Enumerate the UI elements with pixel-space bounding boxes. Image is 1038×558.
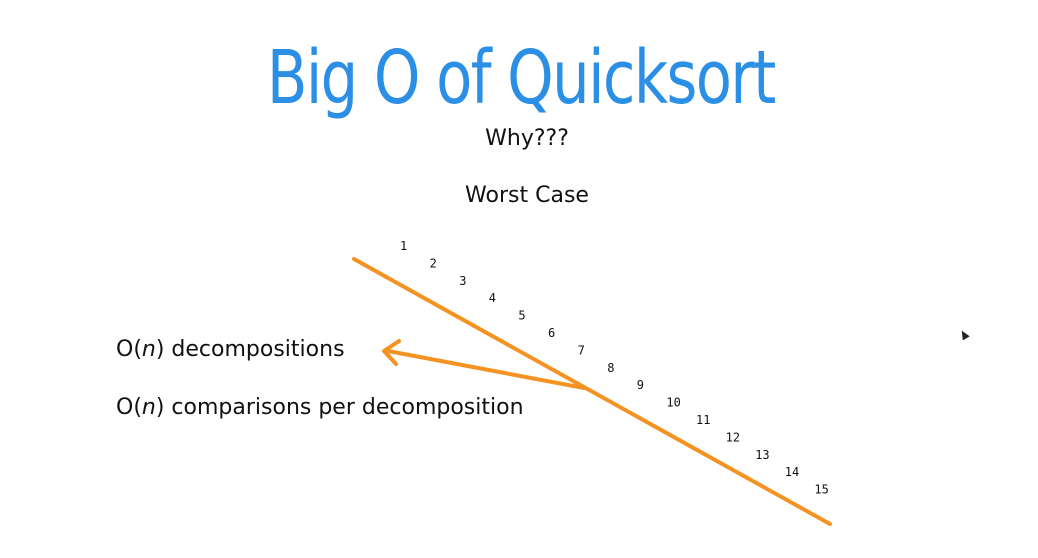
sequence-number: 12 (726, 430, 740, 444)
note-variable: n (141, 337, 156, 362)
slide-subtitle: Why??? (485, 126, 569, 151)
decompositions-note: O(n) decompositions (116, 337, 345, 362)
sequence-number: 6 (548, 326, 555, 340)
note-prefix: O( (116, 337, 142, 362)
sequence-number: 10 (666, 396, 680, 410)
sequence-number: 3 (459, 274, 466, 288)
comparisons-note: O(n) comparisons per decomposition (116, 395, 524, 420)
diagonal-line (352, 257, 832, 526)
sequence-number: 9 (637, 378, 644, 392)
note-suffix: ) comparisons per decomposition (155, 395, 524, 420)
sequence-number: 8 (607, 361, 614, 375)
sequence-number: 13 (755, 448, 769, 462)
sequence-number: 5 (518, 309, 525, 323)
sequence-number: 4 (489, 291, 496, 305)
sequence-number: 2 (430, 256, 437, 270)
sequence-number: 11 (696, 413, 710, 427)
case-label: Worst Case (465, 183, 589, 208)
sequence-number: 14 (785, 465, 799, 479)
sequence-number: 15 (814, 483, 828, 497)
note-prefix: O( (116, 395, 142, 420)
slide-title: Big O of Quicksort (266, 35, 777, 121)
sequence-number: 1 (400, 239, 407, 253)
sequence-number: 7 (578, 343, 585, 357)
arrowhead-icon (382, 339, 401, 366)
pointer-arrow-shaft (386, 349, 586, 390)
note-suffix: ) decompositions (155, 337, 345, 362)
note-variable: n (141, 395, 156, 420)
